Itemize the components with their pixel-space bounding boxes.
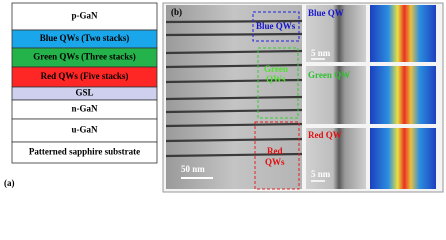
region-label: Green <box>264 64 288 74</box>
layer-label: Patterned sapphire substrate <box>29 147 140 157</box>
layer <box>11 2 158 31</box>
region-box <box>257 47 299 119</box>
panel-label: (b) <box>171 7 182 17</box>
closeups <box>306 5 436 189</box>
scale-label: 5 nm <box>311 169 331 179</box>
closeup-title: Red QW <box>308 130 342 140</box>
layer-label: u-GaN <box>71 125 98 135</box>
layer-label: Green QWs (Three stacks) <box>33 52 135 62</box>
region-label: QWs <box>265 157 285 167</box>
region-label: Blue QWs <box>256 21 296 31</box>
figure: p-GaN Blue QWs (Two stacks) Green QWs (Thr… <box>4 2 444 193</box>
layer-label: p-GaN <box>71 11 98 21</box>
layer-label: Red QWs (Five stacks) <box>41 71 129 81</box>
panel-label: (a) <box>4 178 15 188</box>
layer-label: Blue QWs (Two stacks) <box>40 33 130 43</box>
page: p-GaN Blue QWs (Two stacks) Green QWs (Thr… <box>4 2 444 193</box>
layer-stack: p-GaN Blue QWs (Two stacks) Green QWs (Thr… <box>11 2 158 164</box>
scale-label: 5 nm <box>311 48 331 58</box>
layer-label: n-GaN <box>71 104 98 114</box>
region-label: Red <box>267 146 283 156</box>
closeup-title: Blue QW <box>308 8 344 18</box>
region-box <box>252 11 300 42</box>
layer <box>11 141 158 164</box>
layer-label: GSL <box>75 88 93 98</box>
region-label: QWs <box>266 74 286 84</box>
region-box <box>254 121 300 190</box>
scale-label: 50 nm <box>181 164 205 174</box>
quantum-wells <box>165 19 303 158</box>
closeup-title: Green QW <box>308 70 350 80</box>
